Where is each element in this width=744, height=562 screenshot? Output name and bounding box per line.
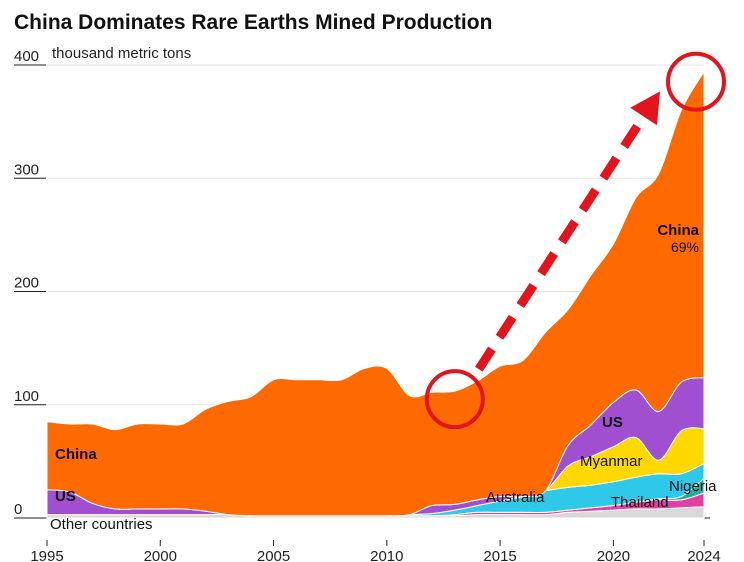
thailand-label: Thailand [611, 494, 669, 511]
x-tick-label-1995: 1995 [30, 548, 63, 562]
y-tick-label-100: 100 [14, 388, 39, 405]
y-tick-label-0: 0 [14, 501, 22, 518]
area-china [46, 69, 705, 517]
myanmar-label: Myanmar [580, 453, 643, 470]
x-tick-label-2005: 2005 [257, 548, 290, 562]
australia-label: Australia [486, 489, 545, 506]
x-axis-ticks: 1995 2000 2005 2010 2015 2020 2024 [30, 540, 721, 562]
y-unit-label: thousand metric tons [52, 45, 191, 62]
other-countries-label: Other countries [50, 516, 153, 533]
y-tick-label-200: 200 [14, 275, 39, 292]
trend-arrow-shaft [475, 107, 652, 372]
series-labels: China China 69% US Other countries Austr… [50, 222, 717, 533]
x-tick-label-2024: 2024 [687, 548, 720, 562]
china-share-name-label: China [657, 222, 699, 239]
china-label: China [55, 446, 97, 463]
area-series-group [46, 69, 705, 519]
x-tick-label-2010: 2010 [370, 548, 403, 562]
x-tick-label-2015: 2015 [483, 548, 516, 562]
nigeria-label: Nigeria [669, 478, 717, 495]
chart-title: China Dominates Rare Earths Mined Produc… [14, 11, 492, 34]
y-tick-label-400: 400 [14, 48, 39, 65]
china-share-label: 69% [671, 239, 699, 255]
highlight-circle-end [666, 51, 726, 112]
us-left-label: US [55, 488, 76, 505]
x-tick-label-2000: 2000 [144, 548, 177, 562]
trend-arrow-head [630, 91, 661, 126]
us-right-label: US [602, 414, 623, 431]
y-tick-label-300: 300 [14, 161, 39, 178]
x-tick-label-2020: 2020 [597, 548, 630, 562]
trend-annotation [424, 51, 726, 430]
y-axis-ticks: 0 100 200 300 400 [14, 48, 39, 518]
highlight-circle-start [424, 369, 485, 430]
